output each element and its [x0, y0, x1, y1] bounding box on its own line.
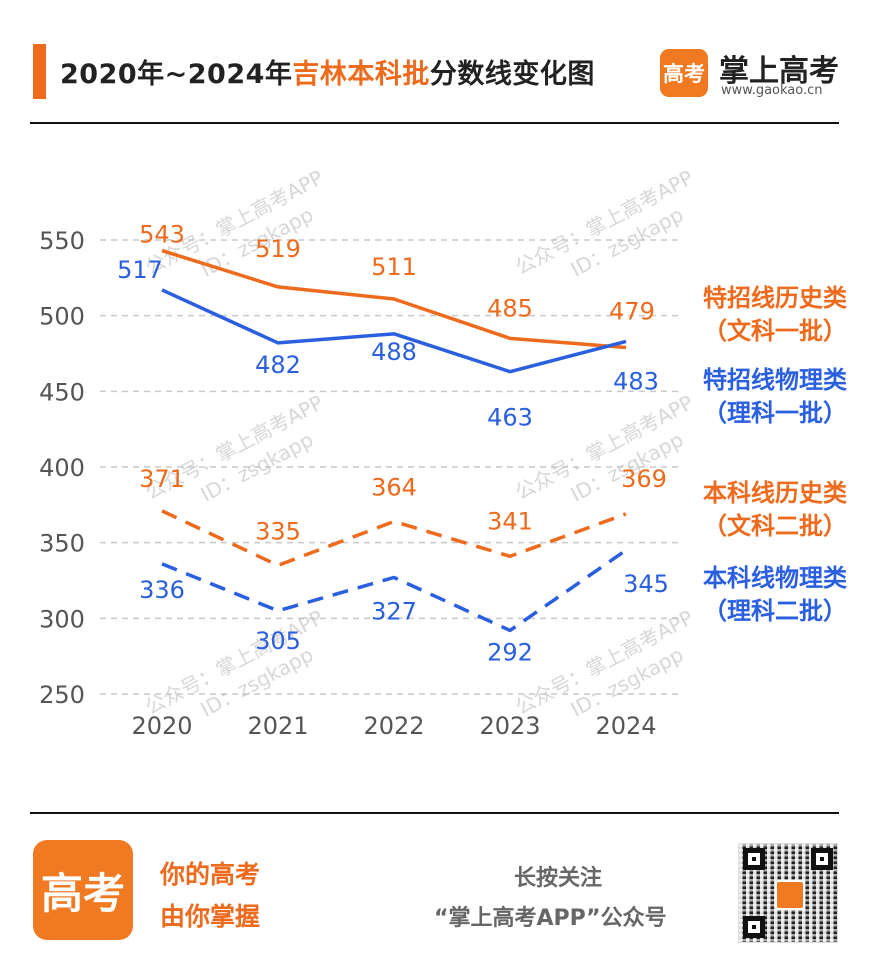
- footer-logo-icon: 高考: [33, 840, 133, 940]
- legend-item-history-special: 特招线历史类 （文科一批）: [680, 282, 870, 348]
- legend-item-history-undergrad: 本科线历史类 （文科二批）: [680, 477, 870, 543]
- bottom-divider: [30, 812, 839, 814]
- title-accent-bar: [33, 44, 46, 99]
- line-chart: 250 300 350 400 450 500 550 2020 2021 2022 2023 202…: [39, 165, 697, 740]
- y-tick-label: 250: [39, 681, 85, 709]
- x-tick-label: 2020: [131, 712, 192, 740]
- series-line-history-undergrad: [161, 509, 627, 568]
- qr-finder: [743, 916, 765, 938]
- slogan-line-2: 由你掌握: [160, 902, 261, 931]
- data-label: 369: [621, 465, 667, 493]
- footer-logo-text: 高考: [40, 868, 125, 918]
- legend-sublabel: （文科一批）: [703, 317, 847, 345]
- qr-code-icon[interactable]: [738, 843, 838, 943]
- legend-item-physics-special: 特招线物理类 （理科一批）: [680, 364, 870, 430]
- page-title: 2020年~2024年吉林本科批分数线变化图: [60, 52, 595, 91]
- series-line-physics-special: [161, 288, 627, 374]
- data-label: 517: [117, 256, 163, 284]
- data-label: 345: [623, 570, 669, 598]
- legend-sublabel: （理科二批）: [703, 597, 847, 625]
- title-highlight: 吉林本科批: [292, 59, 430, 90]
- legend-sublabel: （理科一批）: [703, 399, 847, 427]
- top-divider: [30, 122, 839, 124]
- qr-finder: [811, 848, 833, 870]
- data-label: 335: [255, 517, 301, 545]
- x-tick-label: 2024: [595, 712, 656, 740]
- data-label: 336: [139, 576, 185, 604]
- data-label: 364: [371, 473, 417, 501]
- data-label: 543: [139, 221, 185, 249]
- data-label: 483: [613, 367, 659, 395]
- follow-text: 长按关注: [514, 866, 603, 891]
- legend-label: 本科线历史类: [703, 479, 847, 507]
- data-label: 463: [487, 404, 533, 432]
- brand-name: 掌上高考: [719, 54, 839, 89]
- brand-logo-text: 高考: [663, 61, 705, 86]
- slogan-line-1: 你的高考: [160, 860, 261, 889]
- legend-item-physics-undergrad: 本科线物理类 （理科二批）: [680, 562, 870, 628]
- data-label: 327: [371, 597, 417, 625]
- legend-label: 特招线物理类: [703, 366, 847, 394]
- x-tick-label: 2022: [363, 712, 424, 740]
- x-tick-label: 2023: [479, 712, 540, 740]
- data-label: 341: [487, 507, 533, 535]
- series-line-physics-undergrad: [161, 548, 627, 633]
- y-tick-label: 300: [39, 605, 85, 633]
- data-label: 305: [255, 627, 301, 655]
- data-label: 519: [255, 235, 301, 263]
- legend-sublabel: （文科二批）: [703, 512, 847, 540]
- brand-url: www.gaokao.cn: [721, 83, 823, 98]
- y-tick-label: 400: [39, 454, 85, 482]
- data-label: 371: [139, 465, 185, 493]
- data-label: 511: [371, 253, 417, 281]
- qr-finder: [743, 848, 765, 870]
- data-label: 482: [255, 351, 301, 379]
- qr-center-logo-icon: [775, 880, 805, 910]
- y-tick-label: 500: [39, 303, 85, 331]
- data-label: 488: [371, 338, 417, 366]
- legend-label: 特招线历史类: [703, 284, 847, 312]
- data-label: 485: [487, 294, 533, 322]
- account-name-text: “掌上高考APP”公众号: [434, 906, 667, 931]
- title-suffix: 分数线变化图: [429, 59, 595, 90]
- y-tick-label: 550: [39, 227, 85, 255]
- y-tick-label: 450: [39, 378, 85, 406]
- data-label: 479: [609, 297, 655, 325]
- legend-label: 本科线物理类: [703, 564, 847, 592]
- y-tick-label: 350: [39, 530, 85, 558]
- x-tick-label: 2021: [247, 712, 308, 740]
- series-line-history-special: [161, 248, 627, 350]
- title-prefix: 2020年~2024年: [60, 59, 293, 90]
- data-label: 292: [487, 638, 533, 666]
- brand-logo-icon: 高考: [660, 49, 708, 97]
